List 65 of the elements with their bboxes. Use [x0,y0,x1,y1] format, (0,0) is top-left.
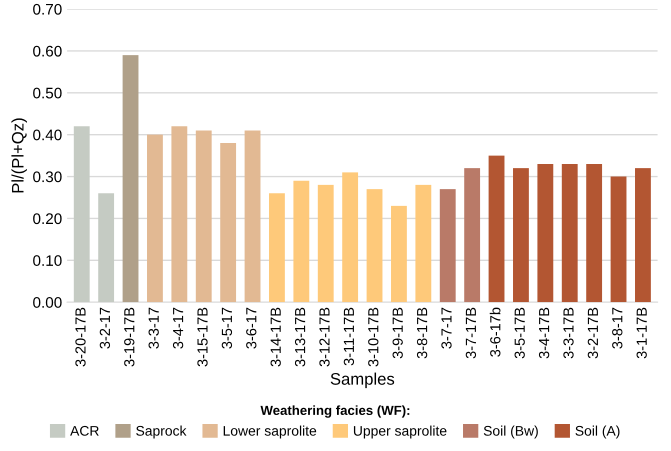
x-axis-title: Samples [330,372,394,388]
bar [464,168,480,302]
bar [147,134,163,302]
bar [293,180,310,302]
x-tick-label: 3-8-17 [612,308,622,349]
legend-label: Soil (A) [575,426,620,438]
y-tick-label: 0.10 [33,255,62,266]
bar [269,193,285,302]
x-tick-label: 3-3-17B [563,308,574,358]
x-tick-label: 3-10-17B [368,308,378,366]
x-tick-label: 3-6-17 [246,308,256,349]
x-tick-label: 3-5-17B [514,308,525,358]
y-tick-label: 0.00 [33,297,62,308]
x-tick-label: 3-20-17B [75,308,86,366]
bar [562,164,578,302]
x-tick-label: 3-3-17 [148,308,159,349]
bar [171,126,188,302]
bar [342,172,358,302]
x-tick-label: 3-7-17 [441,308,452,349]
x-tick-label: 3-1-17B [636,308,647,358]
bar [488,156,504,302]
bar [244,130,260,302]
bar [74,126,90,302]
x-tick-label: 3-2-17B [588,308,598,358]
legend-label: Saprock [136,426,186,438]
x-tick-label: 3-15-17B [197,308,208,366]
bar [318,184,334,302]
bar [610,176,626,302]
y-tick-label: 0.40 [33,130,62,140]
bar [415,184,432,302]
legend-label: Upper saprolite [354,426,446,438]
bar [635,168,651,302]
y-axis-title: Pl/(Pl+Qz) [11,118,27,192]
x-tick-label: 3-2-17 [100,308,110,349]
bar [366,189,382,302]
bar [391,206,407,302]
bar [440,189,456,302]
x-tick-label: 3-12-17B [319,308,330,366]
legend-title: Weathering facies (WF): [260,405,410,418]
x-tick-label: 3-19-17B [124,308,134,366]
x-tick-label: 3-6-17b [490,308,500,357]
bar [513,168,529,302]
bar [220,143,236,302]
bar [586,164,602,302]
x-tick-label: 3-9-17B [392,308,403,358]
x-tick-label: 3-14-17B [270,308,281,366]
legend-label: Lower saprolite [224,426,316,438]
x-tick-label: 3-13-17B [294,308,306,366]
legend-label: Soil (Bw) [484,426,538,438]
bar [196,130,212,302]
y-tick-label: 0.30 [33,171,62,182]
bar [537,164,554,302]
y-tick-label: 0.70 [33,4,62,15]
x-tick-label: 3-4-17B [538,308,550,358]
legend-label: ACR [70,426,99,436]
x-tick-label: 3-11-17B [344,308,354,366]
x-tick-label: 3-5-17 [222,308,232,349]
x-tick-label: 3-7-17B [466,308,476,358]
x-tick-label: 3-4-17 [172,308,184,349]
y-tick-label: 0.50 [33,88,62,98]
x-tick-label: 3-8-17B [416,308,428,358]
bar [122,55,138,302]
bar [98,193,114,302]
y-tick-label: 0.20 [33,213,62,224]
y-tick-label: 0.60 [33,46,62,57]
